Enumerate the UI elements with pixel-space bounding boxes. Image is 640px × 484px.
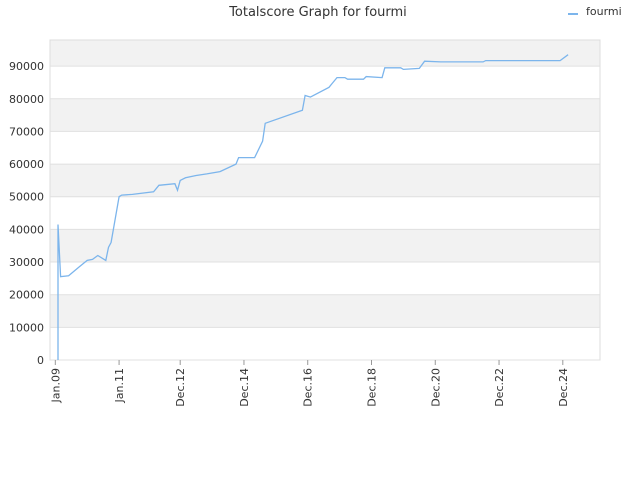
grid-band: [50, 262, 600, 295]
y-tick-label: 80000: [9, 93, 44, 106]
y-tick-label: 20000: [9, 289, 44, 302]
y-tick-label: 10000: [9, 321, 44, 334]
x-tick-label: Dec.14: [238, 368, 251, 407]
x-tick-label: Jan.09: [49, 368, 62, 403]
y-tick-label: 60000: [9, 158, 44, 171]
grid-band: [50, 40, 600, 67]
y-tick-label: 70000: [9, 125, 44, 138]
grid-band: [50, 164, 600, 197]
x-tick-label: Dec.12: [174, 368, 187, 407]
x-tick-label: Dec.18: [365, 368, 378, 407]
x-tick-label: Dec.22: [493, 368, 506, 407]
legend-label: fourmi: [586, 5, 622, 18]
grid-band: [50, 327, 600, 360]
y-tick-label: 0: [37, 354, 44, 367]
y-tick-label: 40000: [9, 223, 44, 236]
grid-band: [50, 229, 600, 263]
x-tick-label: Jan.11: [113, 368, 126, 403]
grid-band: [50, 196, 600, 230]
grid-band: [50, 98, 600, 132]
grid-band: [50, 294, 600, 328]
y-tick-label: 30000: [9, 256, 44, 269]
chart-title: Totalscore Graph for fourmi: [228, 5, 407, 20]
y-tick-label: 50000: [9, 191, 44, 204]
series-line: [57, 54, 569, 360]
grid-band: [50, 66, 600, 99]
y-tick-label: 90000: [9, 60, 44, 73]
x-tick-label: Dec.20: [429, 368, 442, 407]
grid-band: [50, 131, 600, 165]
x-tick-label: Dec.16: [302, 368, 315, 407]
x-tick-label: Dec.24: [557, 368, 570, 407]
